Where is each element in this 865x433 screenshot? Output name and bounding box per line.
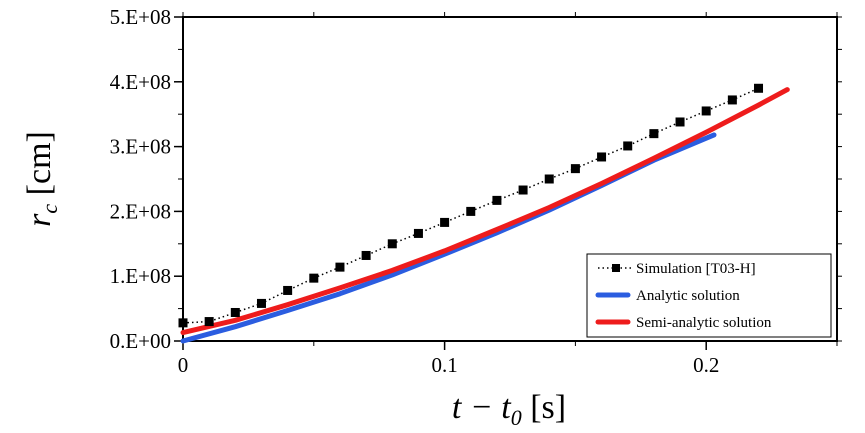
- y-ticks: 0.E+00 1.E+08 2.E+08 3.E+08 4.E+08 5.E+08: [110, 5, 183, 353]
- data-point-simulation-t03-h: [178, 318, 188, 328]
- data-point-simulation-t03-h: [623, 141, 633, 151]
- y-axis-title-main: r: [21, 213, 58, 227]
- y-tick-label: 3.E+08: [110, 135, 171, 159]
- data-point-simulation-t03-h: [570, 164, 580, 174]
- y-tick-label: 2.E+08: [110, 199, 171, 223]
- data-point-simulation-t03-h: [754, 83, 764, 93]
- data-point-simulation-t03-h: [256, 298, 266, 308]
- y-axis-title-sub: c: [37, 204, 62, 214]
- data-point-simulation-t03-h: [309, 273, 319, 283]
- legend-marker-simulation: [612, 264, 620, 272]
- x-axis-title: t − t0 [s]: [452, 389, 566, 430]
- legend-item-simulation: Simulation [T03-H]: [598, 261, 756, 277]
- x-tick-label: 0.1: [431, 353, 457, 377]
- legend-item-analytic: Analytic solution: [595, 288, 740, 304]
- y-tick-label: 4.E+08: [110, 70, 171, 94]
- data-point-simulation-t03-h: [361, 250, 371, 260]
- x-axis-title-sub: 0: [511, 405, 522, 430]
- legend-item-semi-analytic: Semi-analytic solution: [595, 315, 772, 331]
- data-point-simulation-t03-h: [544, 174, 554, 184]
- y-axis-title: rc [cm]: [21, 131, 62, 227]
- y-axis-title-unit: [cm]: [21, 131, 58, 204]
- data-point-simulation-t03-h: [387, 239, 397, 249]
- x-tick-label: 0.2: [693, 353, 719, 377]
- y-tick-label: 5.E+08: [110, 5, 171, 29]
- data-point-simulation-t03-h: [727, 95, 737, 105]
- data-point-simulation-t03-h: [675, 117, 685, 127]
- data-point-simulation-t03-h: [701, 106, 711, 116]
- data-point-simulation-t03-h: [230, 307, 240, 317]
- x-axis-title-main: t − t: [452, 389, 512, 426]
- x-axis-title-unit: [s]: [522, 389, 566, 426]
- data-point-simulation-t03-h: [597, 152, 607, 162]
- series-line-simulation-t03-h: [182, 87, 759, 324]
- data-point-simulation-t03-h: [466, 206, 476, 216]
- x-tick-label: 0: [178, 353, 189, 377]
- data-point-simulation-t03-h: [649, 129, 659, 139]
- data-point-simulation-t03-h: [204, 317, 214, 327]
- legend-label-analytic: Analytic solution: [636, 288, 740, 304]
- data-point-simulation-t03-h: [492, 195, 502, 205]
- data-point-simulation-t03-h: [440, 217, 450, 227]
- y-tick-label: 1.E+08: [110, 264, 171, 288]
- legend-label-semi-analytic: Semi-analytic solution: [636, 315, 772, 331]
- data-point-simulation-t03-h: [283, 285, 293, 295]
- y-tick-label: 0.E+00: [110, 329, 171, 353]
- data-point-simulation-t03-h: [335, 262, 345, 272]
- x-ticks: 0 0.1 0.2: [178, 341, 719, 377]
- data-point-simulation-t03-h: [518, 185, 528, 195]
- legend-label-simulation: Simulation [T03-H]: [636, 261, 756, 277]
- legend: Simulation [T03-H] Analytic solution Sem…: [586, 253, 832, 338]
- data-point-simulation-t03-h: [413, 228, 423, 238]
- series-layer: [178, 83, 790, 344]
- series-line-semi-analytic-solution: [180, 87, 790, 336]
